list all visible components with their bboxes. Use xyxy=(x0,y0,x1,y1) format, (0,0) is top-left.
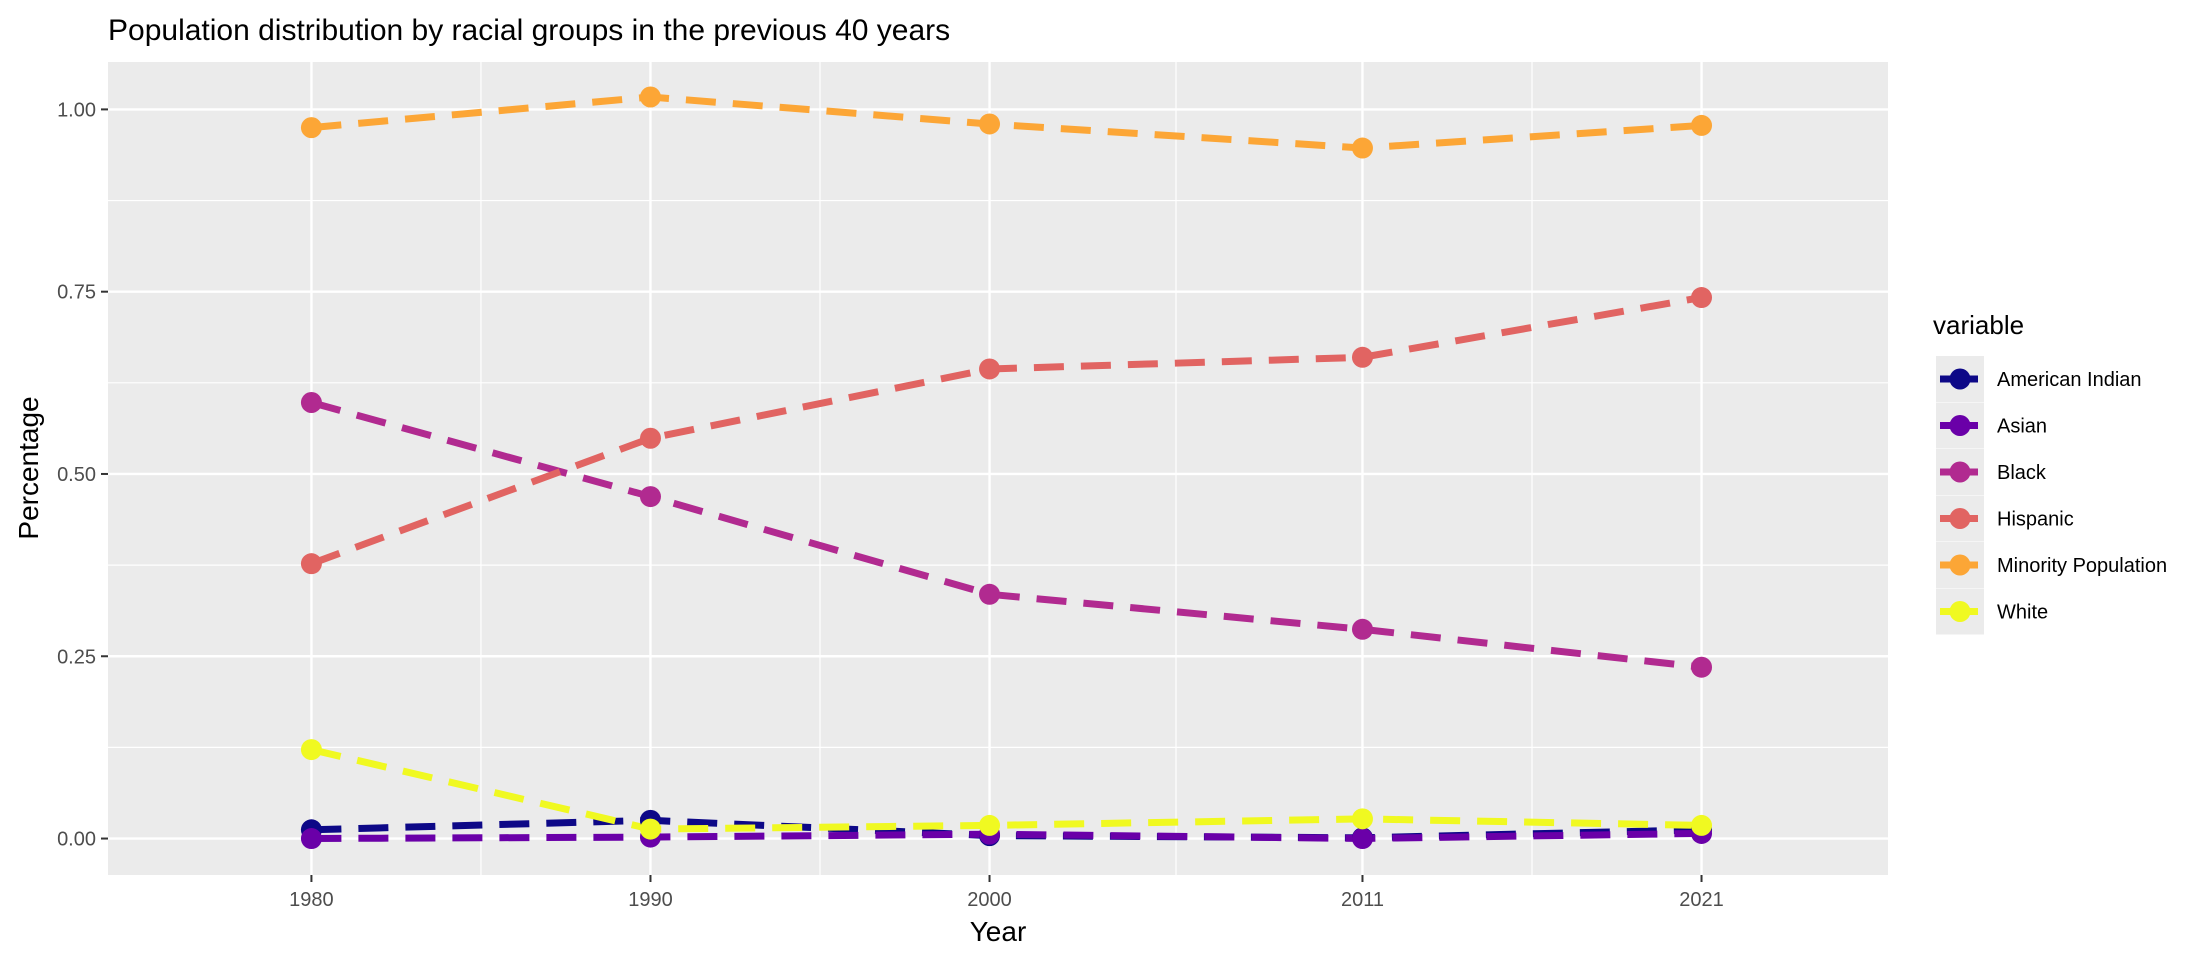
point-white xyxy=(1351,808,1373,830)
point-hispanic xyxy=(300,553,322,575)
legend-label-black: Black xyxy=(1997,462,2047,484)
legend-point-asian xyxy=(1949,415,1971,436)
point-asian xyxy=(1351,828,1373,850)
point-white xyxy=(979,814,1001,836)
point-black xyxy=(1691,656,1713,678)
grid-minor xyxy=(108,62,1888,875)
x-tick-label: 1980 xyxy=(289,889,334,911)
legend-title: variable xyxy=(1933,310,2024,340)
chart-title: Population distribution by racial groups… xyxy=(108,14,950,47)
x-axis-label: Year xyxy=(970,916,1027,947)
point-hispanic xyxy=(639,427,661,449)
series-line-black xyxy=(310,399,1702,671)
legend-label-white: White xyxy=(1997,602,2048,624)
point-black xyxy=(300,392,322,414)
y-axis: 0.00 0.25 0.50 0.75 1.00 xyxy=(57,99,108,851)
legend-point-hispanic xyxy=(1949,508,1971,529)
y-tick-label: 1.00 xyxy=(57,99,96,121)
series-points xyxy=(300,86,1713,850)
point-minority-population xyxy=(639,86,661,108)
legend-label-american-indian: American Indian xyxy=(1997,369,2142,391)
y-tick-label: 0.75 xyxy=(57,282,96,304)
point-hispanic xyxy=(979,358,1001,380)
point-minority-population xyxy=(1691,114,1713,136)
legend: variable American Indian Asian Black Hispan… xyxy=(1933,310,2167,635)
point-minority-population xyxy=(300,117,322,139)
y-tick-label: 0.00 xyxy=(57,829,96,851)
legend-label-asian: Asian xyxy=(1997,416,2047,438)
y-tick-label: 0.25 xyxy=(57,646,96,668)
x-axis: 1980 1990 2000 2011 2021 xyxy=(289,875,1724,911)
y-tick-label: 0.50 xyxy=(57,464,96,486)
x-tick-label: 2000 xyxy=(967,889,1012,911)
legend-point-minority-population xyxy=(1949,554,1971,576)
point-minority-population xyxy=(979,113,1001,135)
y-axis-label: Percentage xyxy=(13,396,44,539)
x-tick-label: 2021 xyxy=(1679,889,1724,911)
point-white xyxy=(639,818,661,840)
legend-label-minority-population: Minority Population xyxy=(1997,555,2167,577)
point-black xyxy=(979,583,1001,605)
legend-point-white xyxy=(1949,601,1971,622)
point-black xyxy=(639,486,661,508)
legend-point-american-indian xyxy=(1949,368,1971,390)
point-black xyxy=(1351,618,1373,640)
x-tick-label: 1990 xyxy=(628,889,673,911)
plot-panel xyxy=(108,62,1888,875)
point-minority-population xyxy=(1351,137,1373,159)
legend-label-hispanic: Hispanic xyxy=(1997,509,2074,531)
point-white xyxy=(300,739,322,761)
point-white xyxy=(1691,814,1713,836)
point-asian xyxy=(300,828,322,850)
point-hispanic xyxy=(1691,287,1713,309)
x-tick-label: 2011 xyxy=(1341,889,1384,911)
point-hispanic xyxy=(1351,346,1373,368)
legend-point-black xyxy=(1949,461,1971,483)
